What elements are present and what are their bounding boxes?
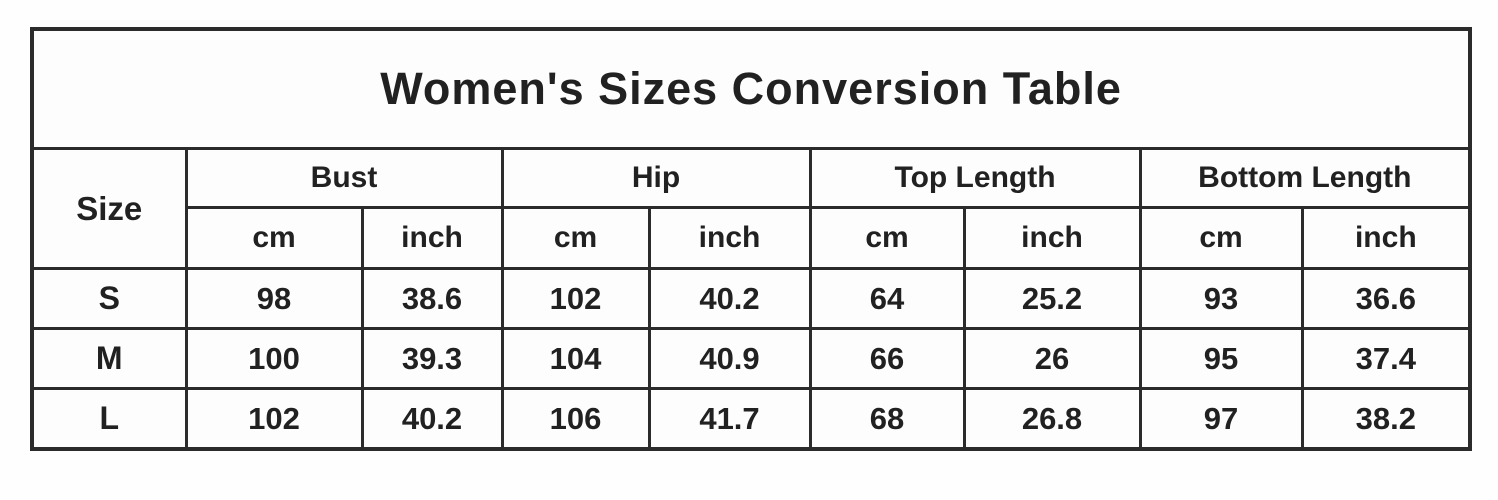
cell-l-hip-cm: 106 <box>500 387 651 451</box>
unit-header-bottom-inch: inch <box>1300 206 1472 270</box>
unit-header-bust-inch: inch <box>360 206 504 270</box>
title-row: Women's Sizes Conversion Table <box>30 27 1472 150</box>
cell-m-hip-inch: 40.9 <box>647 327 812 390</box>
cell-s-hip-inch: 40.2 <box>647 267 812 330</box>
unit-header-hip-cm: cm <box>500 206 651 270</box>
row-label-l: L <box>30 387 188 451</box>
cell-m-bottom-cm: 95 <box>1138 327 1304 390</box>
cell-m-bust-inch: 39.3 <box>360 327 504 390</box>
row-label-s: S <box>30 267 188 330</box>
group-header-row: Size Bust Hip Top Length Bottom Length <box>30 147 1472 270</box>
cell-m-bust-cm: 100 <box>184 327 364 390</box>
cell-m-top-inch: 26 <box>962 327 1142 390</box>
unit-header-top-inch: inch <box>962 206 1142 270</box>
cell-s-top-inch: 25.2 <box>962 267 1142 330</box>
cell-m-bottom-inch: 37.4 <box>1300 327 1472 390</box>
column-group-hip: Hip <box>500 147 812 209</box>
column-group-bottom-length: Bottom Length <box>1138 147 1472 209</box>
cell-l-bottom-cm: 97 <box>1138 387 1304 451</box>
cell-m-top-cm: 66 <box>808 327 966 390</box>
conversion-table: Women's Sizes Conversion Table Size Bust… <box>30 27 1473 451</box>
table-row-size-l: L 102 40.2 106 41.7 68 26.8 97 38.2 <box>30 387 1472 451</box>
cell-s-bust-cm: 98 <box>184 267 364 330</box>
unit-header-bust-cm: cm <box>184 206 364 270</box>
cell-s-bottom-inch: 36.6 <box>1300 267 1472 330</box>
unit-header-top-cm: cm <box>808 206 966 270</box>
cell-l-bottom-inch: 38.2 <box>1300 387 1472 451</box>
column-header-size: Size <box>30 147 188 270</box>
cell-l-bust-cm: 102 <box>184 387 364 451</box>
cell-m-hip-cm: 104 <box>500 327 651 390</box>
table-row-size-s: S 98 38.6 102 40.2 64 25.2 93 36.6 <box>30 267 1472 330</box>
table-row-size-m: M 100 39.3 104 40.9 66 26 95 37.4 <box>30 327 1472 390</box>
unit-header-hip-inch: inch <box>647 206 812 270</box>
row-label-m: M <box>30 327 188 390</box>
cell-s-bottom-cm: 93 <box>1138 267 1304 330</box>
cell-l-top-inch: 26.8 <box>962 387 1142 451</box>
cell-s-bust-inch: 38.6 <box>360 267 504 330</box>
cell-s-hip-cm: 102 <box>500 267 651 330</box>
column-group-top-length: Top Length <box>808 147 1142 209</box>
cell-l-top-cm: 68 <box>808 387 966 451</box>
table-title: Women's Sizes Conversion Table <box>30 27 1472 150</box>
cell-l-bust-inch: 40.2 <box>360 387 504 451</box>
cell-s-top-cm: 64 <box>808 267 966 330</box>
unit-header-bottom-cm: cm <box>1138 206 1304 270</box>
column-group-bust: Bust <box>184 147 504 209</box>
unit-header-row: cm inch cm inch cm inch cm inch <box>32 206 1472 270</box>
cell-l-hip-inch: 41.7 <box>647 387 812 451</box>
